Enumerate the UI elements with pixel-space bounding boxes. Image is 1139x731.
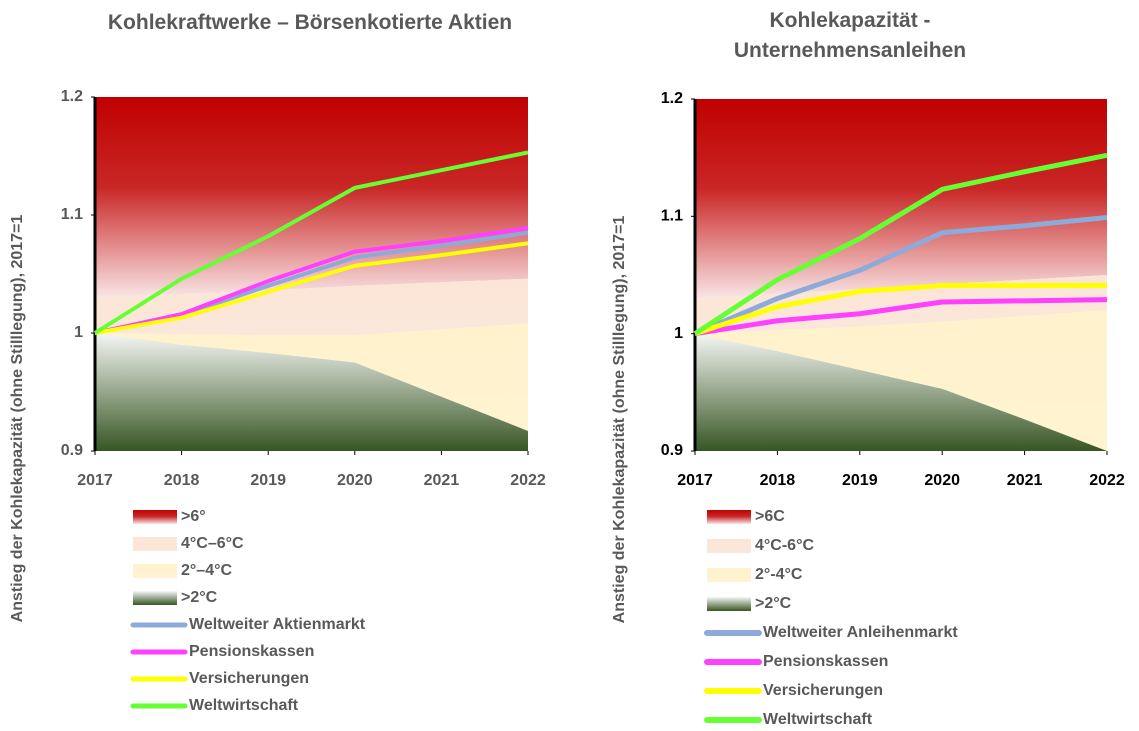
band-area <box>695 333 1107 451</box>
legend-swatch <box>133 510 177 524</box>
legend-label: Weltwirtschaft <box>763 711 873 728</box>
legend-swatch <box>133 537 177 551</box>
chart-title: Kohlekraftwerke – Börsenkotierte Aktien <box>107 11 513 34</box>
legend-swatch <box>707 568 751 582</box>
x-tick-label: 2017 <box>677 472 713 489</box>
y-axis-label: Anstieg der Kohlekapazität (ohne Stillle… <box>611 216 628 624</box>
band-area <box>95 323 528 431</box>
legend-swatch <box>133 591 177 605</box>
x-tick-label: 2017 <box>77 472 113 489</box>
legend-label: Pensionskassen <box>763 653 888 670</box>
x-tick-label: 2018 <box>760 472 796 489</box>
legend-label: >6° <box>181 508 206 525</box>
x-tick-label: 2020 <box>924 472 960 489</box>
band-area <box>95 278 528 336</box>
y-tick-label: 0.9 <box>61 442 83 459</box>
y-tick-label: 1.1 <box>61 206 83 223</box>
legend-label: 2°–4°C <box>181 562 232 579</box>
series-line <box>694 297 1108 337</box>
band-area <box>695 99 1107 299</box>
x-tick-label: 2021 <box>424 472 460 489</box>
legend-label: Pensionskassen <box>189 643 314 660</box>
series-line <box>93 150 529 335</box>
legend-label: Versicherungen <box>189 670 309 687</box>
legend-label: Versicherungen <box>763 682 883 699</box>
y-tick-label: 1.2 <box>661 90 683 107</box>
x-tick-label: 2022 <box>510 472 546 489</box>
x-tick-label: 2019 <box>842 472 878 489</box>
legend-label: Weltweiter Anleihenmarkt <box>763 624 958 641</box>
y-axis-label: Anstieg der Kohlekapazität (ohne Stillle… <box>9 215 26 623</box>
x-tick-label: 2021 <box>1007 472 1043 489</box>
y-tick-label: 1.1 <box>661 208 683 225</box>
x-tick-label: 2019 <box>250 472 286 489</box>
y-tick-label: 1 <box>674 325 683 342</box>
legend-swatch <box>707 597 751 611</box>
series-line <box>693 152 1108 336</box>
legend-label: 4°C–6°C <box>181 535 244 552</box>
chart-title: Kohlekapazität - Unternehmensanleihen <box>733 9 967 62</box>
legend-label: >2°C <box>755 595 792 612</box>
legend-swatch <box>707 510 751 524</box>
series-line <box>94 241 529 335</box>
series-line <box>694 283 1107 337</box>
y-tick-label: 1.2 <box>61 88 83 105</box>
series-line <box>94 226 529 335</box>
band-area <box>95 333 528 451</box>
legend-swatch <box>707 539 751 553</box>
legend-swatch <box>133 564 177 578</box>
x-tick-label: 2018 <box>164 472 200 489</box>
legend-label: Weltwirtschaft <box>189 697 299 714</box>
legend-label: >2°C <box>181 589 218 606</box>
band-area <box>695 310 1107 451</box>
legend-label: 4°C-6°C <box>755 537 814 554</box>
legend-label: 2°-4°C <box>755 566 803 583</box>
series-line <box>694 215 1108 336</box>
y-tick-label: 0.9 <box>661 442 683 459</box>
y-tick-label: 1 <box>74 324 83 341</box>
legend-label: >6C <box>755 508 785 525</box>
x-tick-label: 2020 <box>337 472 373 489</box>
x-tick-label: 2022 <box>1089 472 1125 489</box>
legend-label: Weltweiter Aktienmarkt <box>189 616 366 633</box>
